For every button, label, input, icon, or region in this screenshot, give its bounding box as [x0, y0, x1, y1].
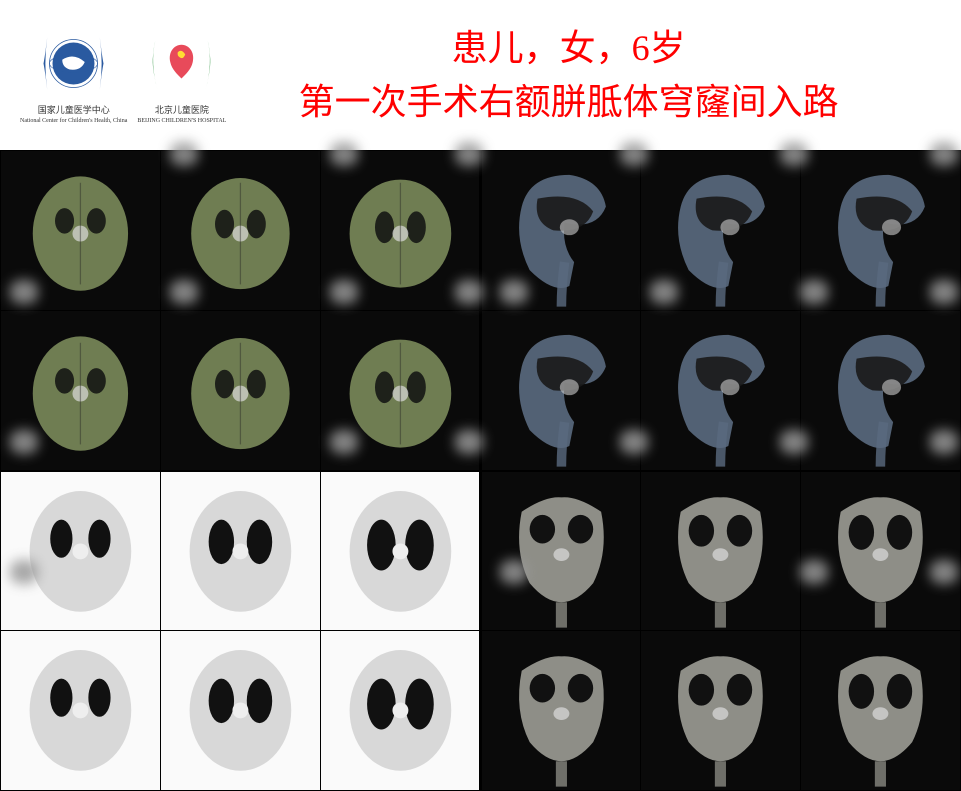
redaction-blur	[930, 280, 958, 304]
redaction-blur	[10, 280, 38, 304]
redaction-blur	[500, 280, 528, 304]
ncch-label-en: National Center for Children's Health, C…	[20, 118, 127, 124]
redaction-blur	[330, 280, 358, 304]
quadrant-coronal	[481, 471, 961, 791]
redaction-blur	[10, 560, 38, 584]
scan-cell	[1, 472, 160, 631]
logo-group: 国家儿童医学中心 National Center for Children's …	[20, 26, 226, 124]
slide-header: 国家儿童医学中心 National Center for Children's …	[0, 0, 961, 150]
brain-coronal-icon	[801, 472, 960, 631]
redaction-blur	[650, 280, 678, 304]
logo-bjch-box: 北京儿童医院 BEIJING CHILDREN'S HOSPITAL	[137, 26, 226, 124]
redaction-blur	[10, 430, 38, 454]
brain-sagittal-icon	[482, 311, 641, 470]
redaction-blur	[330, 142, 358, 166]
brain-coronal-icon	[801, 631, 960, 790]
scan-cell	[161, 311, 320, 470]
redaction-blur	[455, 430, 483, 454]
redaction-blur	[455, 280, 483, 304]
redaction-blur	[930, 430, 958, 454]
brain-axial-icon	[321, 631, 480, 790]
quadrant-axial-t2	[0, 471, 481, 791]
brain-coronal-icon	[641, 472, 800, 631]
redaction-blur	[620, 430, 648, 454]
ncch-logo-icon	[36, 26, 111, 101]
brain-axial-icon	[1, 631, 160, 790]
brain-axial-icon	[161, 472, 320, 631]
redaction-blur	[330, 430, 358, 454]
redaction-blur	[800, 280, 828, 304]
brain-sagittal-icon	[641, 311, 800, 470]
logo-ncch-box: 国家儿童医学中心 National Center for Children's …	[20, 26, 127, 124]
quadrant-sagittal	[481, 150, 961, 471]
redaction-blur	[930, 560, 958, 584]
bjch-label-cn: 北京儿童医院	[155, 103, 209, 116]
bjch-label-en: BEIJING CHILDREN'S HOSPITAL	[137, 118, 226, 124]
scan-cell	[1, 631, 160, 790]
scan-cell	[321, 631, 480, 790]
brain-axial-icon	[161, 631, 320, 790]
redaction-blur	[930, 142, 958, 166]
brain-coronal-icon	[482, 631, 641, 790]
redaction-blur	[620, 142, 648, 166]
scan-cell	[161, 631, 320, 790]
scan-cell	[482, 472, 641, 631]
scan-cell	[482, 631, 641, 790]
redaction-blur	[170, 280, 198, 304]
title-line-2: 第一次手术右额胼胝体穹窿间入路	[226, 75, 911, 129]
slide-title: 患儿，女，6岁 第一次手术右额胼胝体穹窿间入路	[226, 21, 941, 129]
scan-cell	[801, 631, 960, 790]
title-line-1: 患儿，女，6岁	[226, 21, 911, 75]
redaction-blur	[455, 142, 483, 166]
redaction-blur	[170, 142, 198, 166]
redaction-blur	[800, 560, 828, 584]
scan-cell	[321, 472, 480, 631]
scan-cell	[801, 472, 960, 631]
redaction-blur	[780, 430, 808, 454]
scan-cell	[641, 311, 800, 470]
brain-axial-icon	[321, 472, 480, 631]
scan-cell	[641, 472, 800, 631]
ncch-label-cn: 国家儿童医学中心	[38, 103, 110, 116]
scan-cell	[482, 311, 641, 470]
quadrant-axial-t1	[0, 150, 481, 471]
redaction-blur	[500, 560, 528, 584]
scan-cell	[161, 472, 320, 631]
brain-axial-icon	[161, 311, 320, 470]
brain-coronal-icon	[482, 472, 641, 631]
redaction-blur	[780, 142, 808, 166]
bjch-logo-icon	[144, 26, 219, 101]
brain-axial-icon	[1, 472, 160, 631]
scan-cell	[641, 631, 800, 790]
brain-coronal-icon	[641, 631, 800, 790]
